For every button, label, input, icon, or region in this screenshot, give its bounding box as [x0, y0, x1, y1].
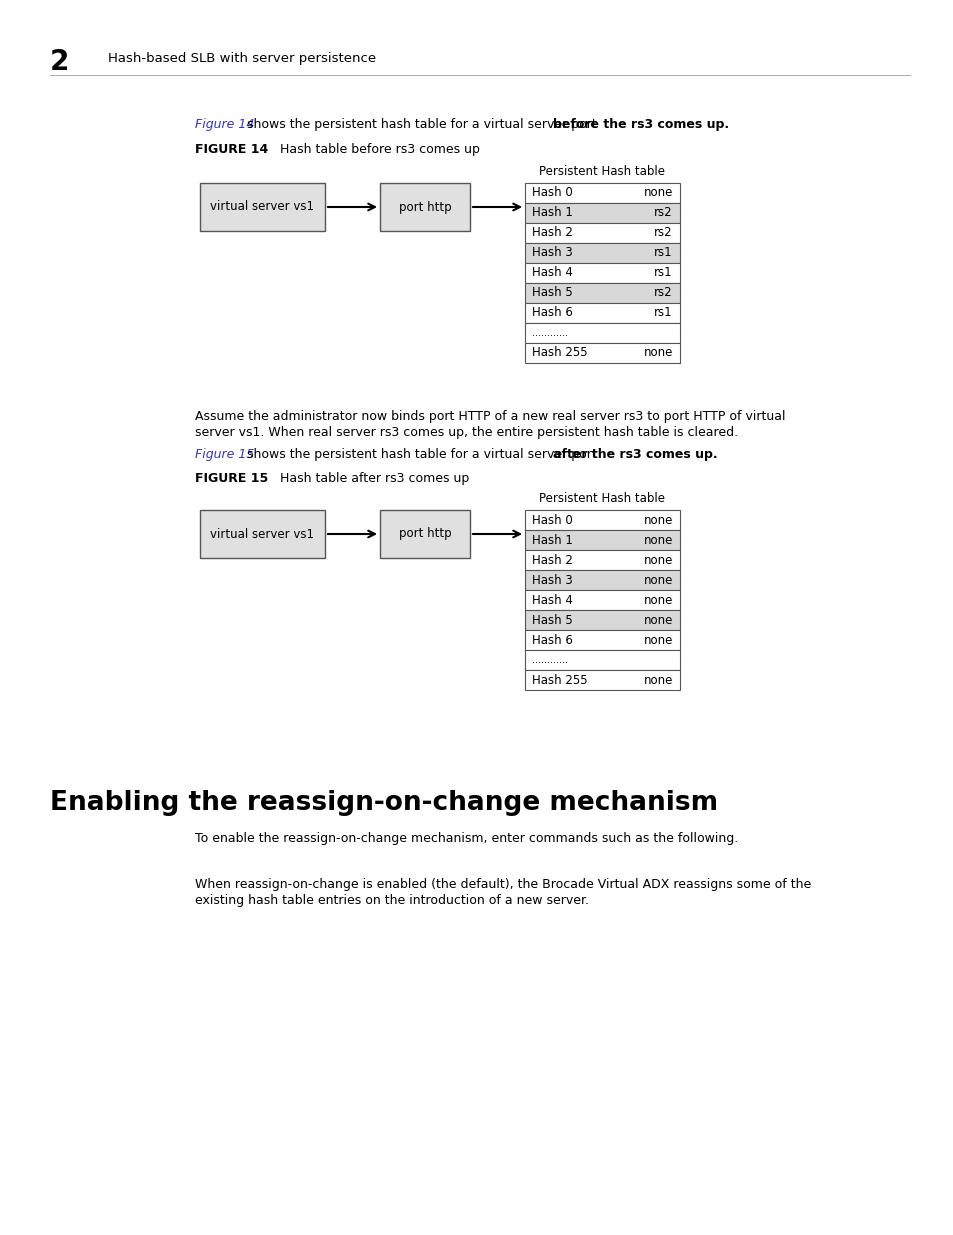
Text: 2: 2 — [50, 48, 70, 77]
Text: FIGURE 15: FIGURE 15 — [194, 472, 268, 485]
Text: Hash-based SLB with server persistence: Hash-based SLB with server persistence — [108, 52, 375, 65]
Bar — [524, 324, 679, 343]
Text: none: none — [643, 347, 672, 359]
Bar — [524, 203, 679, 224]
Bar — [524, 610, 679, 630]
Text: port http: port http — [398, 200, 451, 214]
Text: after the rs3 comes up.: after the rs3 comes up. — [553, 448, 717, 461]
Text: Hash 5: Hash 5 — [532, 287, 572, 300]
Text: Persistent Hash table: Persistent Hash table — [539, 492, 665, 505]
Text: rs1: rs1 — [654, 267, 672, 279]
Text: Hash 0: Hash 0 — [532, 186, 572, 200]
Bar — [524, 571, 679, 590]
Text: Hash 4: Hash 4 — [532, 594, 572, 606]
Text: none: none — [643, 573, 672, 587]
Text: rs1: rs1 — [654, 247, 672, 259]
Text: Hash 5: Hash 5 — [532, 614, 572, 626]
Text: port http: port http — [398, 527, 451, 541]
Text: virtual server vs1: virtual server vs1 — [211, 527, 314, 541]
Text: none: none — [643, 186, 672, 200]
Text: shows the persistent hash table for a virtual server port: shows the persistent hash table for a vi… — [243, 119, 600, 131]
Text: Hash table after rs3 comes up: Hash table after rs3 comes up — [280, 472, 469, 485]
Text: rs1: rs1 — [654, 306, 672, 320]
Text: Hash 3: Hash 3 — [532, 573, 572, 587]
Text: Assume the administrator now binds port HTTP of a new real server rs3 to port HT: Assume the administrator now binds port … — [194, 410, 784, 424]
Text: Hash 2: Hash 2 — [532, 553, 572, 567]
Bar — [200, 183, 325, 231]
Text: ............: ............ — [532, 655, 567, 664]
Text: Hash table before rs3 comes up: Hash table before rs3 comes up — [280, 143, 479, 156]
Text: server vs1. When real server rs3 comes up, the entire persistent hash table is c: server vs1. When real server rs3 comes u… — [194, 426, 738, 438]
Text: Hash 1: Hash 1 — [532, 206, 572, 220]
Text: Hash 1: Hash 1 — [532, 534, 572, 547]
Bar — [524, 650, 679, 671]
Text: rs2: rs2 — [654, 287, 672, 300]
Text: Hash 2: Hash 2 — [532, 226, 572, 240]
Bar — [524, 283, 679, 303]
Bar — [524, 263, 679, 283]
Text: Hash 3: Hash 3 — [532, 247, 572, 259]
Bar — [524, 303, 679, 324]
Bar — [524, 183, 679, 203]
Bar — [524, 630, 679, 650]
Bar — [524, 550, 679, 571]
Text: Enabling the reassign-on-change mechanism: Enabling the reassign-on-change mechanis… — [50, 790, 718, 816]
Text: none: none — [643, 594, 672, 606]
Text: existing hash table entries on the introduction of a new server.: existing hash table entries on the intro… — [194, 894, 588, 906]
Text: before the rs3 comes up.: before the rs3 comes up. — [553, 119, 728, 131]
Text: Hash 4: Hash 4 — [532, 267, 572, 279]
Text: none: none — [643, 634, 672, 646]
Text: Hash 6: Hash 6 — [532, 306, 572, 320]
Bar — [524, 590, 679, 610]
Text: FIGURE 14: FIGURE 14 — [194, 143, 268, 156]
Text: none: none — [643, 553, 672, 567]
Text: Hash 255: Hash 255 — [532, 347, 587, 359]
Text: none: none — [643, 514, 672, 526]
Bar — [524, 343, 679, 363]
Text: Hash 6: Hash 6 — [532, 634, 572, 646]
Text: To enable the reassign-on-change mechanism, enter commands such as the following: To enable the reassign-on-change mechani… — [194, 832, 738, 845]
Text: shows the persistent hash table for a virtual server port: shows the persistent hash table for a vi… — [243, 448, 600, 461]
Text: ............: ............ — [532, 329, 567, 338]
Bar — [524, 510, 679, 530]
Text: rs2: rs2 — [654, 206, 672, 220]
Text: none: none — [643, 673, 672, 687]
Text: When reassign-on-change is enabled (the default), the Brocade Virtual ADX reassi: When reassign-on-change is enabled (the … — [194, 878, 810, 890]
Text: none: none — [643, 614, 672, 626]
Text: Hash 255: Hash 255 — [532, 673, 587, 687]
Bar — [524, 671, 679, 690]
Text: Figure 14: Figure 14 — [194, 119, 254, 131]
Bar — [524, 224, 679, 243]
Bar — [200, 510, 325, 558]
Text: rs2: rs2 — [654, 226, 672, 240]
Bar — [524, 243, 679, 263]
Bar — [524, 530, 679, 550]
Text: none: none — [643, 534, 672, 547]
Text: virtual server vs1: virtual server vs1 — [211, 200, 314, 214]
Text: Figure 15: Figure 15 — [194, 448, 254, 461]
Bar — [379, 183, 470, 231]
Bar — [379, 510, 470, 558]
Text: Hash 0: Hash 0 — [532, 514, 572, 526]
Text: Persistent Hash table: Persistent Hash table — [539, 165, 665, 178]
